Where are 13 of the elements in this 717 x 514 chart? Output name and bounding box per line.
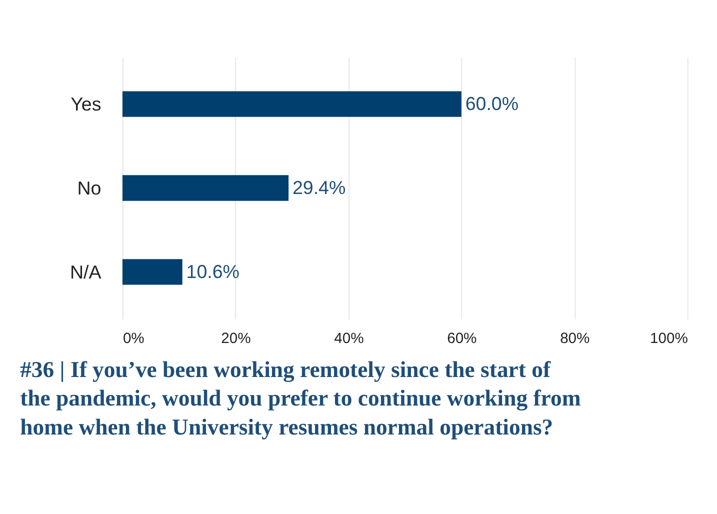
x-tick-label: 0% (122, 331, 144, 348)
y-tick-label: Yes (70, 93, 102, 114)
data-label: 60.0% (465, 92, 519, 114)
x-tick-label: 20% (221, 331, 251, 348)
x-tick-label: 60% (447, 331, 477, 348)
x-tick-label: 40% (334, 331, 364, 348)
x-tick-label: 100% (650, 331, 688, 348)
data-label: 29.4% (292, 176, 346, 198)
x-tick-label: 80% (560, 331, 590, 348)
y-tick-label: N/A (70, 261, 102, 282)
text: #36 | If you’ve been working remotely since the start of the pandemic, would you prefer to continue working from home when the University resumes normal operations? (20, 357, 581, 440)
y-tick-label: No (77, 177, 102, 198)
data-label: 10.6% (186, 260, 240, 282)
